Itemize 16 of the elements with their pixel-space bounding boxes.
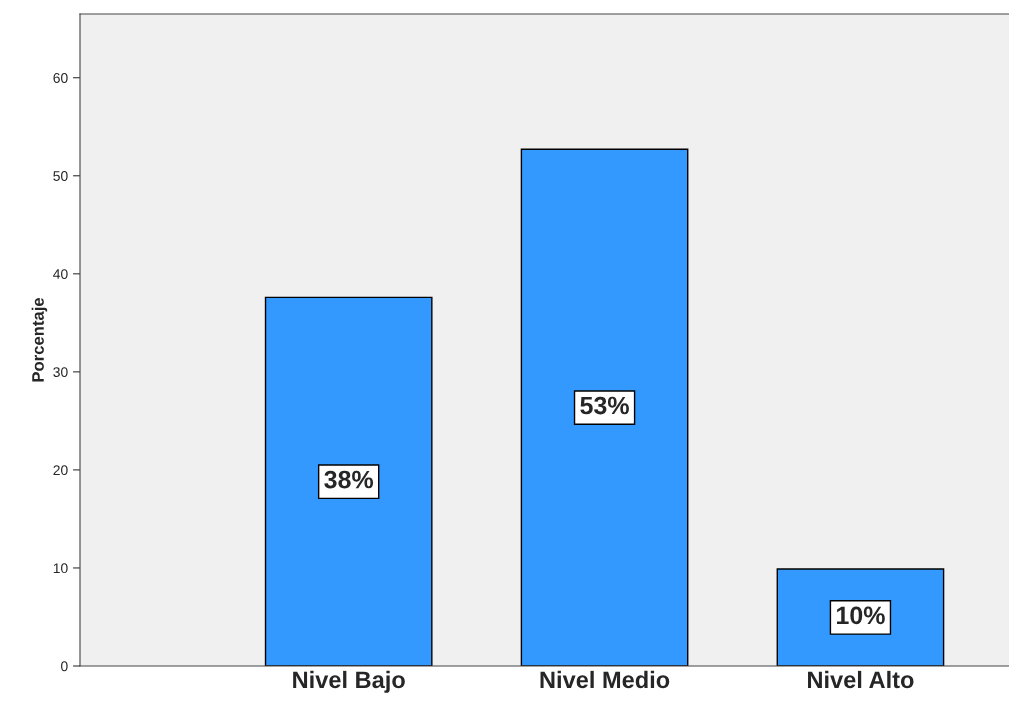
y-tick-label: 10 <box>53 563 68 574</box>
y-tick-label: 40 <box>53 269 68 279</box>
y-axis-title: Porcentaje <box>31 297 48 382</box>
x-tick-label: Nivel Bajo <box>293 670 405 693</box>
data-label: 53% <box>580 396 629 415</box>
y-tick-label: 0 <box>61 661 68 672</box>
bar <box>520 148 689 666</box>
y-tick-label: 50 <box>53 171 68 181</box>
y-tick-label: 30 <box>53 367 68 378</box>
x-tick-label: Nivel Medio <box>540 670 670 689</box>
x-tick-label: Nivel Alto <box>808 670 914 689</box>
y-tick-label: 20 <box>53 465 68 476</box>
data-label: 38% <box>324 470 374 489</box>
bar <box>264 296 433 666</box>
data-label: 10% <box>837 606 885 625</box>
y-tick-label: 60 <box>53 73 68 83</box>
